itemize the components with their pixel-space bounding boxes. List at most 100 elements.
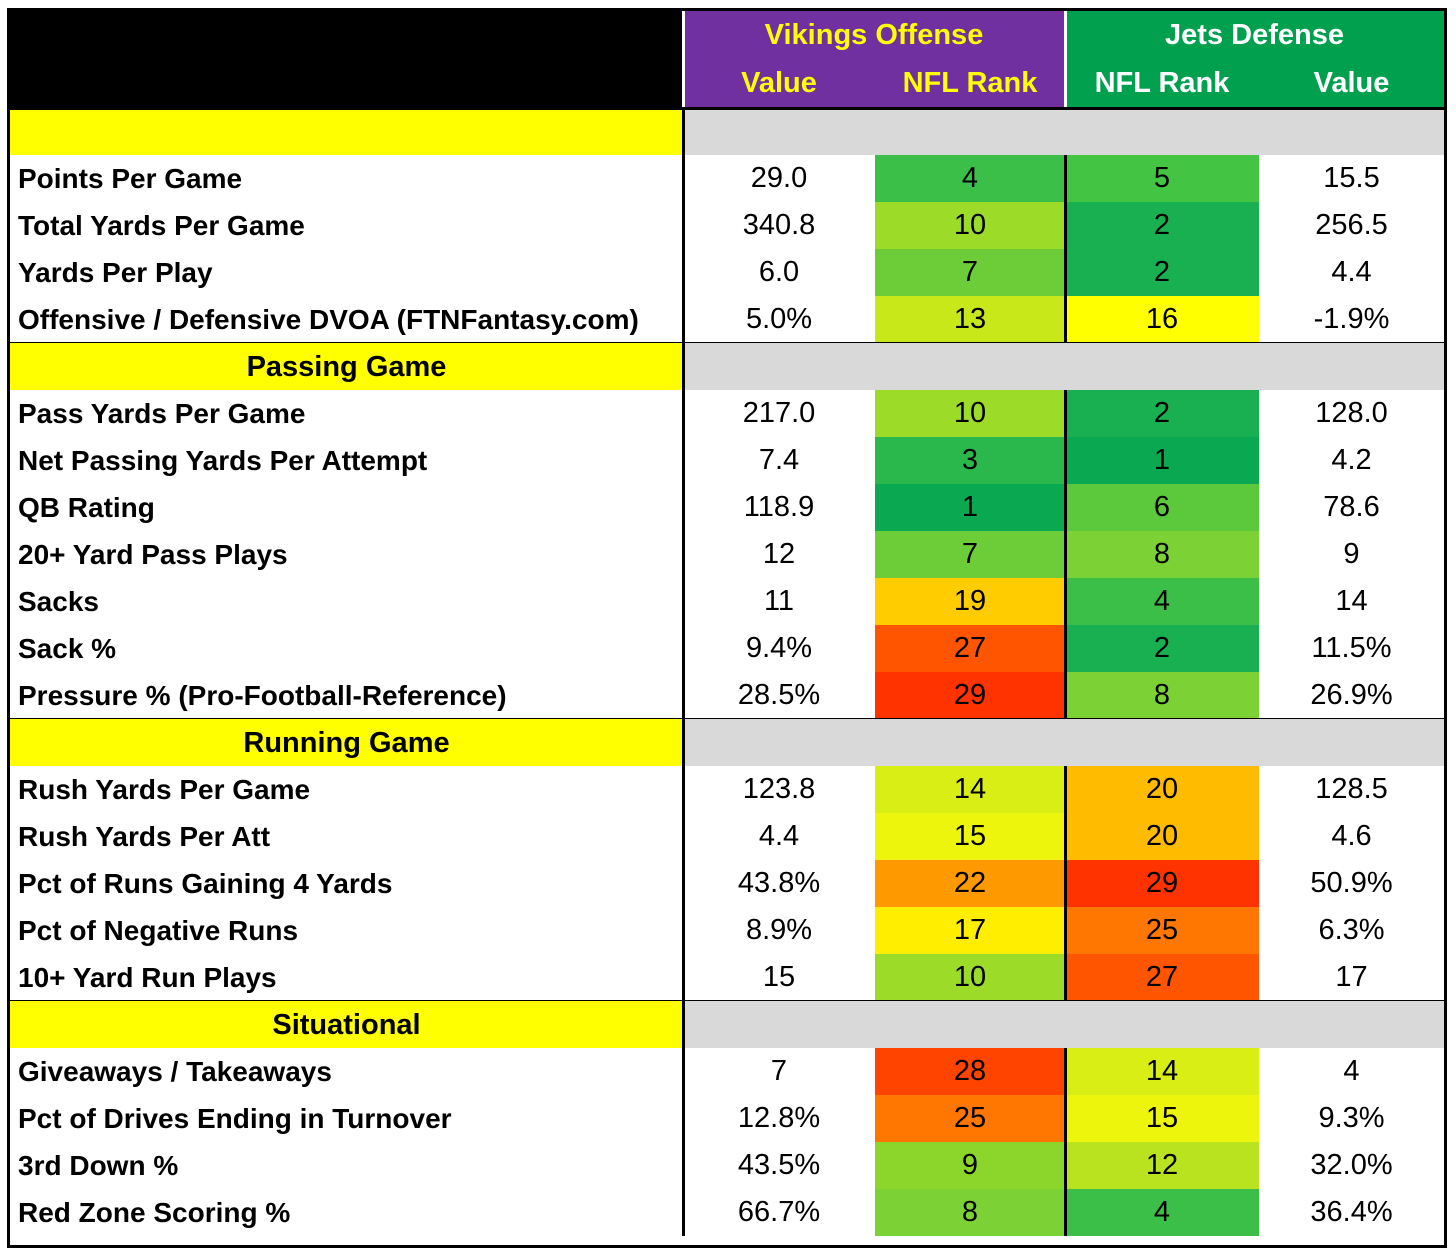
def-value-cell: 11.5% bbox=[1311, 632, 1392, 664]
def-value-cell: 50.9% bbox=[1310, 867, 1393, 899]
column-divider bbox=[682, 343, 685, 719]
def-value-cell: 36.4% bbox=[1310, 1196, 1393, 1228]
section-header-gray-bg bbox=[683, 343, 1444, 390]
off-rank-cell: 27 bbox=[875, 625, 1065, 672]
column-divider bbox=[682, 719, 685, 1001]
off-rank-cell: 10 bbox=[875, 390, 1065, 437]
column-divider bbox=[1064, 1048, 1067, 1236]
row-label: Giveaways / Takeaways bbox=[18, 1056, 332, 1087]
def-rank-cell: 5 bbox=[1065, 155, 1259, 202]
off-rank-cell: 7 bbox=[875, 531, 1065, 578]
def-value-cell: 4.6 bbox=[1331, 820, 1372, 852]
off-rank-cell: 1 bbox=[875, 484, 1065, 531]
def-rank-cell: 27 bbox=[1065, 954, 1259, 1001]
section-header-gray-bg bbox=[683, 1001, 1444, 1048]
column-divider bbox=[682, 1001, 685, 1236]
off-rank-cell: 10 bbox=[875, 202, 1065, 249]
def-value-cell: 4 bbox=[1343, 1055, 1360, 1087]
def-rank-cell: 15 bbox=[1065, 1095, 1259, 1142]
section-title: Running Game bbox=[243, 727, 450, 759]
def-value-cell: 4.2 bbox=[1331, 444, 1372, 476]
def-rank-cell: 14 bbox=[1065, 1048, 1259, 1095]
vikings-title: Vikings Offense bbox=[764, 19, 984, 51]
col-header-off-rank: NFL Rank bbox=[902, 67, 1038, 99]
def-rank-cell: 16 bbox=[1065, 296, 1259, 343]
off-rank-cell: 29 bbox=[875, 672, 1065, 719]
def-value-cell: 17 bbox=[1335, 961, 1368, 993]
off-rank-cell: 8 bbox=[875, 1189, 1065, 1236]
column-divider bbox=[1064, 155, 1067, 343]
off-value-cell: 7.4 bbox=[758, 444, 800, 476]
off-rank-cell: 19 bbox=[875, 578, 1065, 625]
def-rank-cell: 20 bbox=[1065, 766, 1259, 813]
def-rank-cell: 20 bbox=[1065, 813, 1259, 860]
off-value-cell: 66.7% bbox=[737, 1196, 821, 1228]
row-label: 20+ Yard Pass Plays bbox=[18, 539, 288, 570]
section-title bbox=[10, 108, 683, 155]
jets-title: Jets Defense bbox=[1165, 19, 1344, 51]
row-label: Total Yards Per Game bbox=[18, 210, 305, 241]
def-value-cell: 14 bbox=[1335, 585, 1368, 617]
row-label: Sacks bbox=[18, 586, 99, 617]
def-rank-cell: 6 bbox=[1065, 484, 1259, 531]
column-divider bbox=[1064, 766, 1067, 1001]
off-value-cell: 5.0% bbox=[745, 303, 813, 335]
row-label: Pct of Drives Ending in Turnover bbox=[18, 1103, 452, 1134]
def-rank-cell: 25 bbox=[1065, 907, 1259, 954]
section-header-label-bg bbox=[10, 108, 683, 155]
def-rank-cell: 2 bbox=[1065, 202, 1259, 249]
def-value-cell: 9 bbox=[1343, 538, 1360, 570]
header-divider bbox=[1064, 11, 1067, 108]
section-header-gray-bg bbox=[683, 719, 1444, 766]
row-label: Sack % bbox=[18, 633, 117, 664]
def-rank-cell: 4 bbox=[1065, 1189, 1259, 1236]
def-rank-cell: 2 bbox=[1065, 390, 1259, 437]
off-rank-cell: 13 bbox=[875, 296, 1065, 343]
off-value-cell: 29.0 bbox=[750, 162, 808, 194]
def-rank-cell: 29 bbox=[1065, 860, 1259, 907]
row-label: Rush Yards Per Game bbox=[18, 774, 311, 805]
row-label: Rush Yards Per Att bbox=[18, 821, 271, 852]
stats-table: Vikings Offense Jets Defense Value NFL Rank… bbox=[7, 8, 1447, 1248]
section-header-label-bg bbox=[10, 719, 683, 766]
def-value-cell: 6.3% bbox=[1318, 914, 1385, 946]
row-label: Pct of Negative Runs bbox=[18, 915, 299, 946]
row-label: Net Passing Yards Per Attempt bbox=[18, 445, 428, 476]
section-header-label-bg bbox=[10, 1001, 683, 1048]
off-rank-cell: 9 bbox=[875, 1142, 1065, 1189]
column-divider bbox=[1064, 390, 1067, 719]
off-rank-cell: 3 bbox=[875, 437, 1065, 484]
def-value-cell: 128.0 bbox=[1315, 397, 1388, 429]
off-rank-cell: 4 bbox=[875, 155, 1065, 202]
off-value-cell: 11 bbox=[763, 585, 795, 617]
def-value-cell: 128.5 bbox=[1315, 773, 1388, 805]
row-label: 10+ Yard Run Plays bbox=[18, 962, 277, 993]
row-label: Points Per Game bbox=[18, 163, 243, 194]
off-value-cell: 15 bbox=[762, 961, 796, 993]
off-value-cell: 340.8 bbox=[742, 209, 816, 241]
off-value-cell: 43.5% bbox=[737, 1149, 821, 1181]
off-value-cell: 7 bbox=[770, 1055, 788, 1087]
row-label: Pressure % (Pro-Football-Reference) bbox=[18, 680, 507, 711]
col-header-off-value: Value bbox=[741, 67, 817, 99]
off-rank-cell: 15 bbox=[875, 813, 1065, 860]
off-value-cell: 4.4 bbox=[758, 820, 800, 852]
off-rank-cell: 22 bbox=[875, 860, 1065, 907]
row-label: Pass Yards Per Game bbox=[18, 398, 306, 429]
def-value-cell: 15.5 bbox=[1323, 162, 1380, 194]
off-value-cell: 12.8% bbox=[737, 1102, 821, 1134]
def-rank-cell: 4 bbox=[1065, 578, 1259, 625]
section-header-gray-bg bbox=[683, 108, 1444, 155]
off-value-cell: 118.9 bbox=[743, 491, 815, 523]
off-value-cell: 28.5% bbox=[737, 679, 821, 711]
row-label: Yards Per Play bbox=[18, 257, 213, 288]
header-blank bbox=[10, 11, 683, 108]
off-value-cell: 8.9% bbox=[745, 914, 813, 946]
def-value-cell: 256.5 bbox=[1315, 209, 1388, 241]
def-value-cell: -1.9% bbox=[1313, 303, 1390, 335]
off-value-cell: 6.0 bbox=[758, 256, 800, 288]
off-value-cell: 9.4% bbox=[745, 632, 813, 664]
def-rank-cell: 8 bbox=[1065, 672, 1259, 719]
off-value-cell: 12 bbox=[762, 538, 796, 570]
def-rank-cell: 12 bbox=[1065, 1142, 1259, 1189]
